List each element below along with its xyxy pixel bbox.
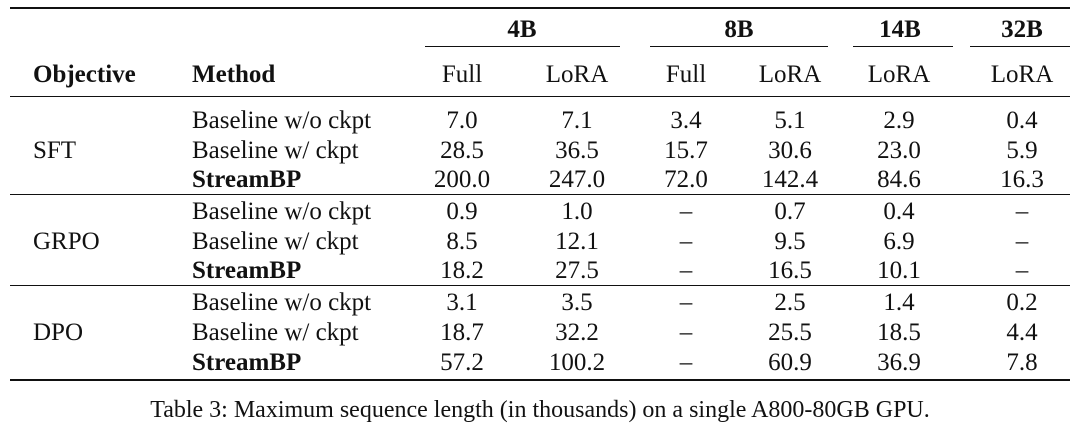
bottom-rule [10, 379, 1070, 381]
value-cell: 30.6 [768, 137, 812, 164]
group-header-8b: 8B [724, 16, 754, 43]
value-cell: 0.4 [1006, 107, 1038, 134]
method-header: Method [192, 61, 276, 88]
value-cell: 18.5 [877, 319, 921, 346]
value-cell: 6.9 [883, 228, 915, 255]
value-cell: 8.5 [446, 228, 478, 255]
value-cell: 84.6 [877, 166, 921, 193]
value-cell: 32.2 [555, 319, 599, 346]
value-cell: 36.5 [555, 137, 599, 164]
value-cell: 18.7 [440, 319, 484, 346]
value-cell: 7.0 [446, 107, 478, 134]
group-rule-32b [970, 46, 1070, 47]
group-header-32b: 32B [1001, 16, 1043, 43]
value-cell: 60.9 [768, 349, 812, 376]
sub-column-header: LoRA [545, 61, 609, 88]
value-cell: 0.7 [774, 198, 806, 225]
header-rule [10, 96, 1070, 97]
value-cell: 25.5 [768, 319, 812, 346]
group-rule-14b [853, 46, 953, 47]
value-cell: 23.0 [877, 137, 921, 164]
method-cell: Baseline w/ ckpt [192, 137, 359, 164]
value-cell: 1.4 [883, 289, 915, 316]
value-cell: 2.9 [883, 107, 915, 134]
value-cell: 3.5 [561, 289, 593, 316]
value-cell: 72.0 [664, 166, 708, 193]
value-cell: 3.4 [670, 107, 702, 134]
value-cell: – [1015, 257, 1029, 284]
value-cell: 7.1 [561, 107, 593, 134]
method-cell: StreamBP [192, 349, 302, 376]
method-cell: Baseline w/o ckpt [192, 198, 372, 225]
group-rule-4b [425, 46, 620, 47]
objective-cell: DPO [33, 319, 84, 346]
value-cell: 2.5 [774, 289, 806, 316]
value-cell: – [679, 257, 693, 284]
value-cell: 3.1 [446, 289, 478, 316]
sub-column-header: LoRA [758, 61, 822, 88]
sub-column-header: Full [665, 61, 707, 88]
table-caption: Table 3: Maximum sequence length (in tho… [150, 397, 930, 423]
sub-column-header: LoRA [990, 61, 1054, 88]
value-cell: 28.5 [440, 137, 484, 164]
value-cell: 16.5 [768, 257, 812, 284]
value-cell: – [1015, 228, 1029, 255]
top-rule [10, 7, 1070, 9]
value-cell: 9.5 [774, 228, 806, 255]
group-rule-8b [650, 46, 828, 47]
section-rule-1 [10, 194, 1070, 195]
value-cell: 200.0 [433, 166, 491, 193]
method-cell: Baseline w/o ckpt [192, 107, 372, 134]
value-cell: 7.8 [1006, 349, 1038, 376]
method-cell: StreamBP [192, 257, 302, 284]
objective-cell: GRPO [33, 228, 100, 255]
value-cell: – [679, 349, 693, 376]
value-cell: 0.4 [883, 198, 915, 225]
group-header-14b: 14B [879, 16, 921, 43]
value-cell: 15.7 [664, 137, 708, 164]
group-header-4b: 4B [507, 16, 537, 43]
value-cell: 1.0 [561, 198, 593, 225]
sub-column-header: LoRA [867, 61, 931, 88]
value-cell: 5.9 [1006, 137, 1038, 164]
value-cell: 27.5 [555, 257, 599, 284]
value-cell: – [679, 289, 693, 316]
value-cell: 0.9 [446, 198, 478, 225]
value-cell: 57.2 [440, 349, 484, 376]
value-cell: 0.2 [1006, 289, 1038, 316]
value-cell: 100.2 [548, 349, 606, 376]
section-rule-2 [10, 285, 1070, 286]
value-cell: 36.9 [877, 349, 921, 376]
method-cell: Baseline w/ ckpt [192, 228, 359, 255]
objective-header: Objective [33, 61, 136, 88]
value-cell: 5.1 [774, 107, 806, 134]
value-cell: 18.2 [440, 257, 484, 284]
value-cell: – [1015, 198, 1029, 225]
value-cell: 142.4 [761, 166, 819, 193]
value-cell: – [679, 198, 693, 225]
method-cell: Baseline w/o ckpt [192, 289, 372, 316]
value-cell: 12.1 [555, 228, 599, 255]
value-cell: 10.1 [877, 257, 921, 284]
method-cell: StreamBP [192, 166, 302, 193]
value-cell: 247.0 [548, 166, 606, 193]
value-cell: – [679, 228, 693, 255]
objective-cell: SFT [33, 137, 77, 164]
results-table: 4B 8B 14B 32B Objective Method Full LoRA F… [10, 0, 1070, 430]
value-cell: – [679, 319, 693, 346]
value-cell: 16.3 [1000, 166, 1044, 193]
method-cell: Baseline w/ ckpt [192, 319, 359, 346]
value-cell: 4.4 [1006, 319, 1038, 346]
sub-column-header: Full [441, 61, 483, 88]
